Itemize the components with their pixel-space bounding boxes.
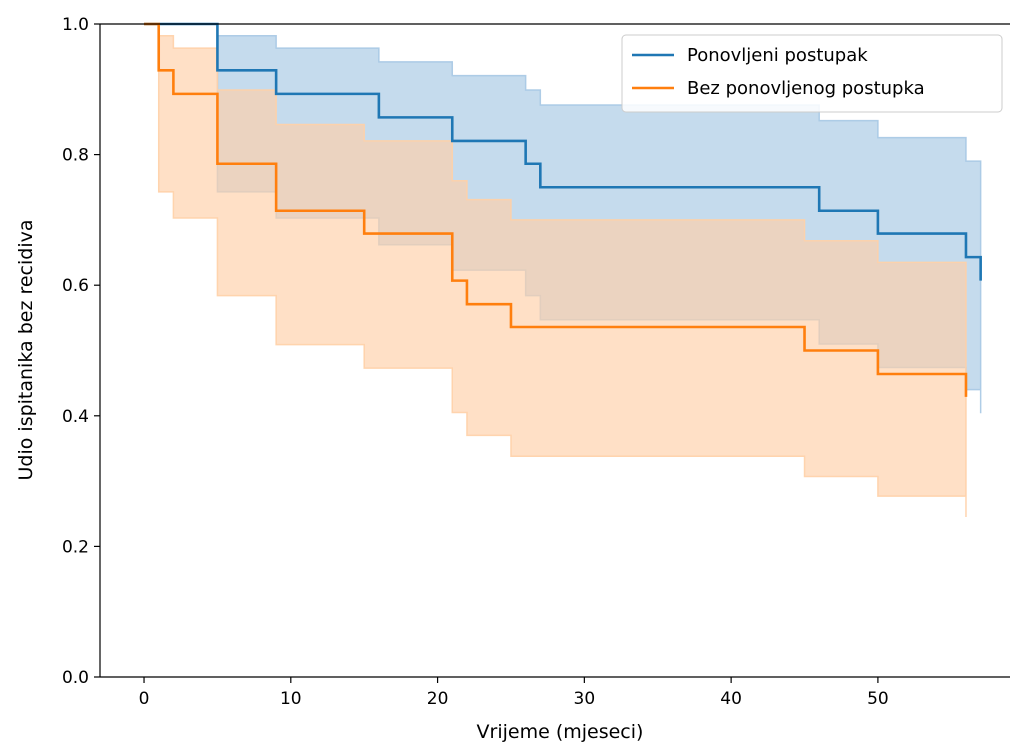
series-2-survival-line [144, 22, 968, 397]
legend: Ponovljeni postupak Bez ponovljenog postu… [621, 34, 1003, 113]
x-tick-label: 20 [427, 689, 449, 709]
y-tick-label: 0.4 [62, 407, 89, 427]
x-tick-label: 0 [139, 689, 150, 709]
series-1-survival-line [144, 22, 982, 281]
y-tick-label: 1.0 [62, 15, 89, 35]
survival-curves [144, 22, 982, 397]
series-2-ci-band [144, 23, 967, 518]
x-tick-label: 50 [867, 689, 889, 709]
legend-label: Bez ponovljenog postupka [687, 78, 925, 99]
x-axis-title: Vrijeme (mjeseci) [477, 721, 644, 743]
x-tick-label: 40 [720, 689, 742, 709]
x-tick-label: 10 [280, 689, 302, 709]
confidence-bands [144, 23, 982, 518]
y-tick-label: 0.8 [62, 146, 89, 166]
legend-box [621, 34, 1003, 113]
y-tick-label: 0.2 [62, 537, 89, 557]
y-tick-label: 0.6 [62, 276, 89, 296]
legend-label: Ponovljeni postupak [687, 45, 868, 66]
y-tick-label: 0.0 [62, 668, 89, 688]
axes [99, 23, 1010, 678]
tick-marks: 0 10 20 30 40 50 0.0 0.2 0.4 0.6 0.8 1.0 [62, 15, 889, 709]
y-axis-title: Udio ispitanika bez recidiva [15, 220, 37, 481]
x-tick-label: 30 [574, 689, 596, 709]
